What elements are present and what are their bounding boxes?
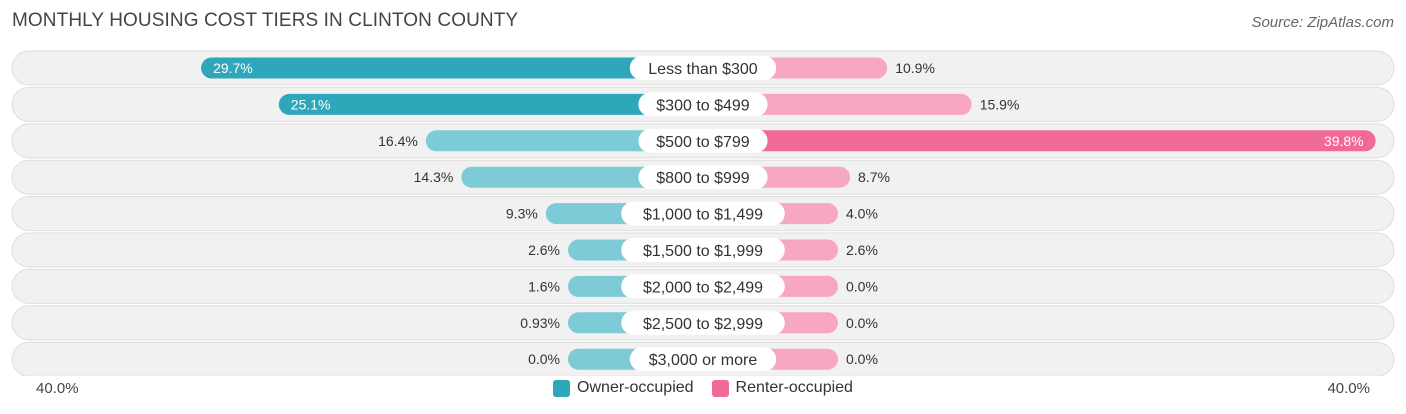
category-pill	[621, 310, 785, 335]
category-pill	[621, 201, 785, 226]
category-label: Less than $300	[648, 61, 758, 78]
category-pill	[621, 274, 785, 299]
chart-row: 16.4% 39.8% $500 to $799	[11, 123, 1395, 159]
value-label-owner: 25.1%	[291, 96, 331, 112]
bar-renter	[703, 93, 972, 115]
category-pill	[638, 128, 768, 153]
chart-row: 2.6% 2.6% $1,500 to $1,999	[11, 232, 1395, 268]
axis-right-label: 40.0%	[1327, 380, 1370, 397]
chart-row: 14.3% 8.7% $800 to $999	[11, 159, 1395, 195]
chart-title: MONTHLY HOUSING COST TIERS IN CLINTON CO…	[12, 10, 519, 31]
bar-owner	[278, 93, 703, 115]
value-label-owner: 0.0%	[528, 351, 560, 367]
category-pill	[629, 347, 777, 372]
value-label-renter: 39.8%	[1324, 133, 1364, 149]
category-label: $1,500 to $1,999	[643, 243, 763, 260]
category-pill	[638, 165, 768, 190]
value-label-owner: 16.4%	[378, 133, 418, 149]
category-label: $3,000 or more	[649, 352, 758, 369]
category-label: $300 to $499	[656, 97, 750, 114]
category-label: $2,500 to $2,999	[643, 316, 763, 333]
value-label-renter: 15.9%	[980, 96, 1020, 112]
value-label-renter: 0.0%	[846, 351, 878, 367]
category-label: $1,000 to $1,499	[643, 207, 763, 224]
chart-row: 0.0% 0.0% $3,000 or more	[11, 341, 1395, 376]
category-pill	[629, 56, 777, 80]
value-label-renter: 4.0%	[846, 206, 878, 222]
chart-row: 29.7% 10.9% Less than $300	[11, 50, 1395, 86]
category-label: $500 to $799	[656, 134, 750, 151]
legend-swatch-renter	[711, 379, 729, 397]
category-label: $800 to $999	[656, 170, 750, 187]
value-label-renter: 0.0%	[846, 315, 878, 331]
legend-label-renter: Renter-occupied	[735, 379, 853, 396]
value-label-renter: 2.6%	[846, 242, 878, 258]
chart-row: 9.3% 4.0% $1,000 to $1,499	[11, 196, 1395, 232]
category-label: $2,000 to $2,499	[643, 279, 763, 296]
bar-renter	[703, 130, 1376, 152]
value-label-owner: 1.6%	[528, 278, 560, 294]
bar-owner	[425, 130, 703, 152]
source-label: Source: ZipAtlas.com	[1251, 14, 1394, 31]
axis-left-label: 40.0%	[36, 380, 79, 397]
value-label-renter: 8.7%	[858, 169, 890, 185]
value-label-owner: 2.6%	[528, 242, 560, 258]
diverging-bar-chart: 29.7% 10.9% Less than $300 25.1% 15.9% $300 t…	[11, 50, 1395, 376]
value-label-renter: 0.0%	[846, 278, 878, 294]
value-label-owner: 14.3%	[414, 169, 454, 185]
legend: Owner-occupied Renter-occupied	[0, 379, 1406, 397]
legend-label-owner: Owner-occupied	[577, 379, 694, 396]
legend-swatch-owner	[553, 379, 571, 397]
value-label-owner: 0.93%	[520, 315, 560, 331]
value-label-owner: 29.7%	[213, 60, 253, 76]
chart-row: 25.1% 15.9% $300 to $499	[11, 86, 1395, 122]
chart-row: 1.6% 0.0% $2,000 to $2,499	[11, 268, 1395, 304]
value-label-renter: 10.9%	[895, 60, 935, 76]
value-label-owner: 9.3%	[506, 206, 538, 222]
category-pill	[621, 238, 785, 262]
legend-item-renter: Renter-occupied	[711, 379, 853, 397]
chart-row: 0.93% 0.0% $2,500 to $2,999	[11, 305, 1395, 341]
legend-item-owner: Owner-occupied	[553, 379, 694, 397]
bar-owner	[201, 57, 703, 79]
category-pill	[638, 92, 768, 117]
